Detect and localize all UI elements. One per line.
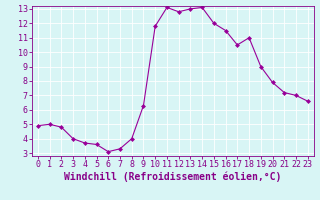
X-axis label: Windchill (Refroidissement éolien,°C): Windchill (Refroidissement éolien,°C) xyxy=(64,172,282,182)
